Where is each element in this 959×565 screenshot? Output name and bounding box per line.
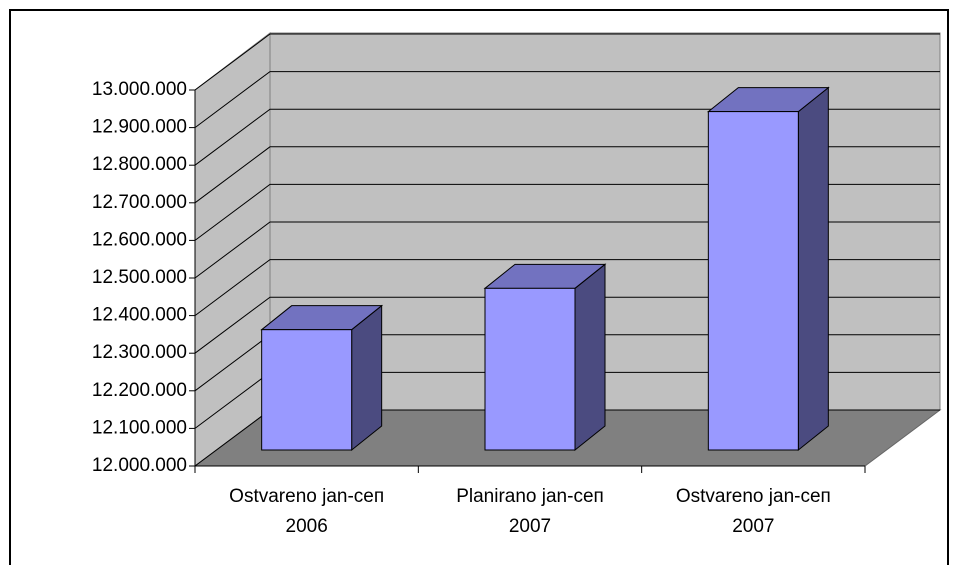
chart-border — [9, 9, 949, 565]
y-tick-label: 13.000.000 — [92, 79, 187, 100]
x-tick-label: Planirano jan-сеп 2007 — [456, 486, 604, 537]
y-tick-label: 12.600.000 — [92, 229, 187, 250]
y-tick-label: 12.800.000 — [92, 154, 187, 175]
y-tick-label: 12.400.000 — [92, 305, 187, 326]
bar — [484, 287, 576, 451]
bar-side — [351, 304, 383, 452]
y-tick-label: 12.500.000 — [92, 267, 187, 288]
bar-side — [574, 263, 606, 452]
y-tick-label: 12.700.000 — [92, 192, 187, 213]
y-tick-label: 12.300.000 — [92, 342, 187, 363]
y-tick-label: 12.900.000 — [92, 117, 187, 138]
grid-line — [194, 71, 940, 129]
y-tick-label: 12.100.000 — [92, 417, 187, 438]
bar — [707, 111, 799, 451]
y-tick-label: 12.000.000 — [92, 455, 187, 476]
x-tick-label: Ostvareno jan-сеп 2006 — [229, 486, 385, 537]
y-tick-label: 12.200.000 — [92, 380, 187, 401]
x-tick-label: Ostvareno jan-сеп 2007 — [675, 486, 831, 537]
bar — [261, 329, 353, 451]
grid-line — [194, 33, 940, 91]
bar-side — [797, 86, 829, 452]
